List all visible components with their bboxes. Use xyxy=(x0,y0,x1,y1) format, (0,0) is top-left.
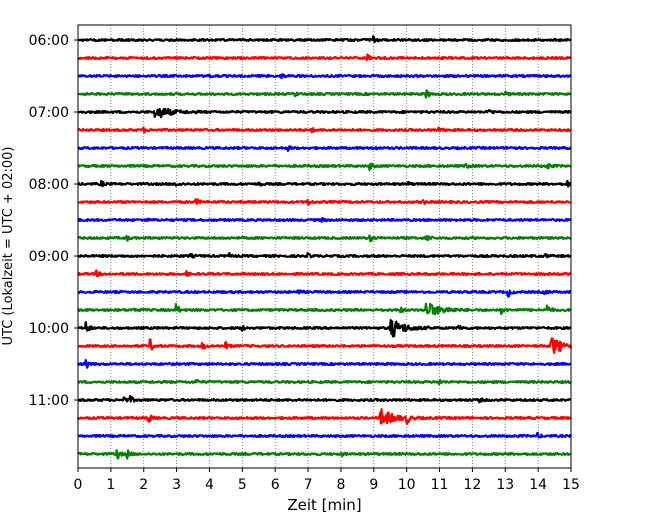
trace-line xyxy=(77,394,572,404)
trace-line xyxy=(77,319,572,338)
trace-line xyxy=(77,162,572,172)
x-tick-label: 14 xyxy=(529,477,547,493)
trace-line xyxy=(77,337,573,355)
y-tick-label: 11:00 xyxy=(29,393,69,409)
x-tick-label: 0 xyxy=(74,477,83,493)
y-tick-label: 10:00 xyxy=(29,321,69,337)
trace-line xyxy=(77,251,572,259)
y-tick-label: 08:00 xyxy=(29,177,69,193)
x-axis-title: Zeit [min] xyxy=(287,496,361,514)
x-tick-label: 7 xyxy=(304,477,313,493)
trace-line xyxy=(77,179,572,188)
seismogram-traces xyxy=(76,35,573,460)
x-tick-label: 4 xyxy=(205,477,214,493)
trace-line xyxy=(77,126,572,134)
trace-line xyxy=(76,408,572,426)
y-tick-label: 06:00 xyxy=(29,33,69,49)
trace-line xyxy=(77,449,572,460)
trace-line xyxy=(77,378,572,386)
trace-line xyxy=(77,145,572,152)
trace-line xyxy=(77,217,572,223)
x-tick-label: 5 xyxy=(238,477,247,493)
x-tick-label: 1 xyxy=(106,477,115,493)
x-tick-label: 3 xyxy=(172,477,181,493)
trace-line xyxy=(77,73,572,80)
x-tick-label: 15 xyxy=(562,477,580,493)
x-tick-label: 11 xyxy=(431,477,449,493)
trace-line xyxy=(77,89,572,99)
trace-line xyxy=(77,269,572,278)
trace-line xyxy=(77,302,572,316)
trace-line xyxy=(77,35,572,44)
trace-line xyxy=(77,198,572,207)
x-tick-label: 9 xyxy=(369,477,378,493)
x-tick-label: 12 xyxy=(463,477,481,493)
x-axis-ticks: 0 1 2 3 4 5 6 7 8 9 10 11 12 13 14 15 xyxy=(74,468,580,493)
trace-line xyxy=(77,431,572,439)
x-tick-label: 10 xyxy=(398,477,416,493)
y-axis-title: UTC (Lokalzeit = UTC + 02:00) xyxy=(1,147,16,346)
x-tick-label: 2 xyxy=(139,477,148,493)
y-tick-label: 09:00 xyxy=(29,249,69,265)
trace-line xyxy=(77,234,572,243)
trace-line xyxy=(76,358,572,369)
y-axis-ticks: 06:00 07:00 08:00 09:00 10:00 11:00 xyxy=(29,33,78,409)
trace-line xyxy=(77,53,572,62)
x-tick-label: 6 xyxy=(271,477,280,493)
plot-frame xyxy=(77,24,572,469)
grid-lines xyxy=(110,25,539,468)
x-tick-label: 8 xyxy=(336,477,345,493)
x-tick-label: 13 xyxy=(496,477,514,493)
trace-line xyxy=(77,289,572,298)
trace-line xyxy=(77,107,572,119)
y-tick-label: 07:00 xyxy=(29,105,69,121)
